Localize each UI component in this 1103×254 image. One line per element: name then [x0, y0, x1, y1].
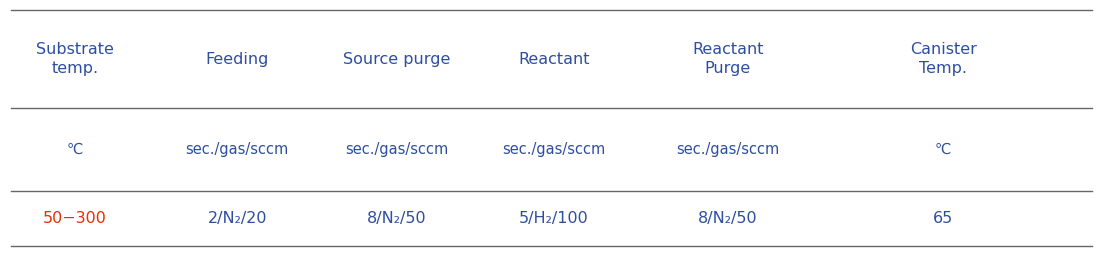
- Text: Reactant
Purge: Reactant Purge: [693, 42, 763, 76]
- Text: Reactant: Reactant: [518, 52, 589, 67]
- Text: Feeding: Feeding: [205, 52, 269, 67]
- Text: Canister
Temp.: Canister Temp.: [910, 42, 976, 76]
- Text: sec./gas/sccm: sec./gas/sccm: [345, 142, 449, 157]
- Text: ℃: ℃: [67, 142, 83, 157]
- Text: 8/N₂/50: 8/N₂/50: [367, 211, 427, 226]
- Text: sec./gas/sccm: sec./gas/sccm: [502, 142, 606, 157]
- Text: 2/N₂/20: 2/N₂/20: [207, 211, 267, 226]
- Text: 5/H₂/100: 5/H₂/100: [518, 211, 589, 226]
- Text: 65: 65: [933, 211, 953, 226]
- Text: sec./gas/sccm: sec./gas/sccm: [185, 142, 289, 157]
- Text: ℃: ℃: [935, 142, 951, 157]
- Text: sec./gas/sccm: sec./gas/sccm: [676, 142, 780, 157]
- Text: 50−300: 50−300: [43, 211, 107, 226]
- Text: Substrate
temp.: Substrate temp.: [36, 42, 114, 76]
- Text: 8/N₂/50: 8/N₂/50: [698, 211, 758, 226]
- Text: Source purge: Source purge: [343, 52, 451, 67]
